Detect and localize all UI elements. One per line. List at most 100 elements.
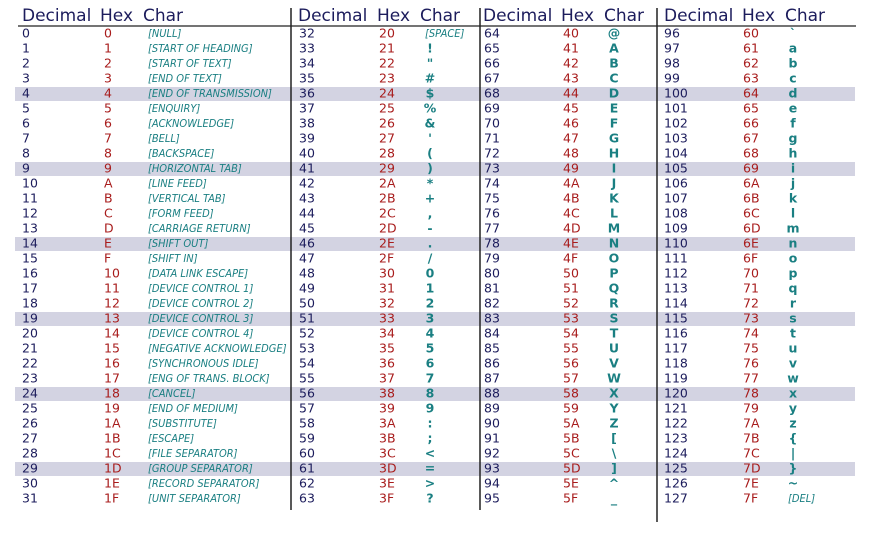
hex-cell: 2 — [104, 56, 112, 71]
char-cell: T — [610, 326, 619, 341]
decimal-cell: 22 — [22, 356, 38, 371]
decimal-cell: 17 — [22, 281, 38, 296]
decimal-cell: 102 — [664, 116, 688, 131]
hex-cell: 6E — [743, 236, 759, 251]
decimal-cell: 69 — [484, 101, 500, 116]
char-cell: ~ — [788, 476, 798, 491]
decimal-cell: 39 — [299, 131, 315, 146]
decimal-cell: 56 — [299, 386, 315, 401]
char-cell: N — [609, 236, 619, 251]
hex-cell: 18 — [104, 386, 120, 401]
decimal-cell: 70 — [484, 116, 500, 131]
hex-cell: 3E — [379, 476, 395, 491]
decimal-cell: 93 — [484, 461, 500, 476]
char-cell: D — [609, 86, 619, 101]
hex-cell: 2A — [379, 176, 396, 191]
char-cell: 2 — [426, 296, 435, 311]
hex-cell: C — [104, 206, 113, 221]
hex-cell: 40 — [563, 26, 579, 41]
hex-cell: 5F — [563, 491, 578, 506]
hex-cell: 37 — [379, 371, 395, 386]
char-cell: } — [789, 461, 798, 476]
char-cell: [ — [611, 431, 617, 446]
char-cell: ^ — [609, 476, 619, 491]
hex-cell: 60 — [743, 26, 759, 41]
char-cell: " — [427, 56, 434, 71]
hex-cell: 6C — [743, 206, 760, 221]
hex-cell: 1F — [104, 491, 119, 506]
decimal-cell: 67 — [484, 71, 500, 86]
hex-cell: 4 — [104, 86, 112, 101]
decimal-cell: 55 — [299, 371, 315, 386]
decimal-cell: 21 — [22, 341, 38, 356]
hex-cell: 31 — [379, 281, 395, 296]
decimal-cell: 86 — [484, 356, 500, 371]
hex-cell: 43 — [563, 71, 579, 86]
char-cell: [BACKSPACE] — [148, 147, 214, 160]
char-cell: ! — [427, 41, 433, 56]
decimal-cell: 53 — [299, 341, 315, 356]
decimal-cell: 96 — [664, 26, 680, 41]
char-cell: [NULL] — [148, 27, 182, 40]
decimal-cell: 9 — [22, 161, 30, 176]
char-cell: [ENG OF TRANS. BLOCK] — [148, 372, 270, 385]
char-cell: S — [609, 311, 618, 326]
hex-cell: 29 — [379, 161, 395, 176]
decimal-cell: 85 — [484, 341, 500, 356]
hex-cell: 20 — [379, 26, 395, 41]
char-cell: 7 — [426, 371, 435, 386]
char-cell: \ — [612, 446, 617, 461]
hex-cell: 4E — [563, 236, 579, 251]
char-cell: G — [609, 131, 619, 146]
hex-cell: 46 — [563, 116, 579, 131]
hex-cell: 6B — [743, 191, 760, 206]
hex-cell: 61 — [743, 41, 759, 56]
hex-cell: 5E — [563, 476, 579, 491]
column-header: Hex — [377, 6, 410, 26]
hex-cell: 79 — [743, 401, 759, 416]
char-cell: 8 — [426, 386, 435, 401]
decimal-cell: 104 — [664, 146, 688, 161]
row-highlight — [15, 387, 855, 401]
decimal-cell: 120 — [664, 386, 688, 401]
decimal-cell: 87 — [484, 371, 500, 386]
decimal-cell: 0 — [22, 26, 30, 41]
hex-cell: 62 — [743, 56, 759, 71]
column-header: Char — [420, 6, 460, 26]
hex-cell: 5A — [563, 416, 580, 431]
hex-cell: 5B — [563, 431, 580, 446]
decimal-cell: 81 — [484, 281, 500, 296]
char-cell: > — [425, 476, 435, 491]
hex-cell: 2B — [379, 191, 396, 206]
char-cell: [FILE SEPARATOR] — [148, 447, 238, 460]
hex-cell: 52 — [563, 296, 579, 311]
decimal-cell: 110 — [664, 236, 688, 251]
decimal-cell: 16 — [22, 266, 38, 281]
decimal-cell: 112 — [664, 266, 688, 281]
hex-cell: 47 — [563, 131, 579, 146]
hex-cell: 76 — [743, 356, 759, 371]
char-cell: { — [789, 431, 798, 446]
char-cell: 4 — [426, 326, 435, 341]
decimal-cell: 45 — [299, 221, 315, 236]
char-cell: [HORIZONTAL TAB] — [148, 162, 242, 175]
char-cell: _ — [611, 491, 618, 507]
decimal-cell: 51 — [299, 311, 315, 326]
decimal-cell: 12 — [22, 206, 38, 221]
decimal-cell: 83 — [484, 311, 500, 326]
char-cell: s — [789, 311, 796, 326]
hex-cell: 21 — [379, 41, 395, 56]
hex-cell: 6A — [743, 176, 760, 191]
hex-cell: 74 — [743, 326, 759, 341]
char-cell: L — [610, 206, 618, 221]
decimal-cell: 50 — [299, 296, 315, 311]
decimal-cell: 62 — [299, 476, 315, 491]
hex-cell: 63 — [743, 71, 759, 86]
hex-cell: 3F — [379, 491, 394, 506]
column-header: Hex — [742, 6, 775, 26]
decimal-cell: 95 — [484, 491, 500, 506]
column-header: Hex — [100, 6, 133, 26]
char-cell: [CARRIAGE RETURN] — [148, 222, 251, 235]
char-cell: A — [609, 41, 619, 56]
char-cell: O — [609, 251, 620, 266]
